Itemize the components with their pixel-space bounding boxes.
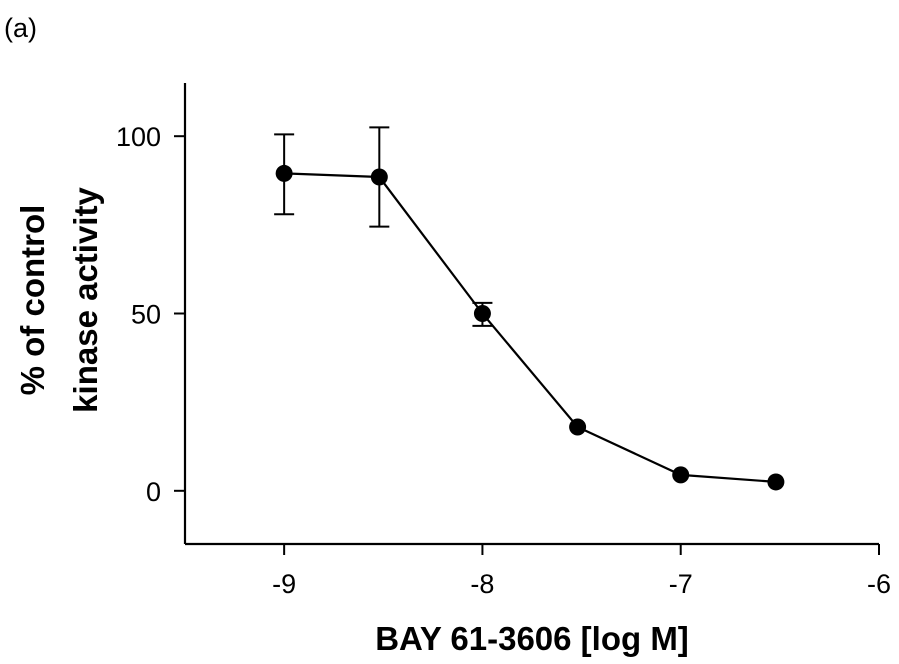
y-tick-label: 100 [116,122,161,152]
x-tick-label: -8 [470,569,494,599]
panel-label: (a) [4,13,37,43]
y-axis-title-line-2: kinase activity [67,187,104,413]
data-point [569,418,587,436]
data-series [274,126,785,491]
y-tick-label: 0 [146,477,161,507]
y-axis-title: % of control kinase activity [14,187,104,413]
x-tick-label: -7 [669,569,693,599]
data-point [767,473,785,491]
y-axis-title-line-1: % of control [14,205,51,396]
x-ticks: -9 -8 -7 -6 [272,544,891,599]
x-tick-label: -9 [272,569,296,599]
y-tick-label: 50 [131,300,161,330]
y-ticks: 0 50 100 [116,122,185,507]
data-point [672,466,690,484]
data-point [473,305,491,322]
data-point [275,164,293,182]
series-line [284,172,776,483]
x-tick-label: -6 [867,569,891,599]
data-point [370,168,388,186]
x-axis-title: BAY 61-3606 [log M] [375,620,689,657]
